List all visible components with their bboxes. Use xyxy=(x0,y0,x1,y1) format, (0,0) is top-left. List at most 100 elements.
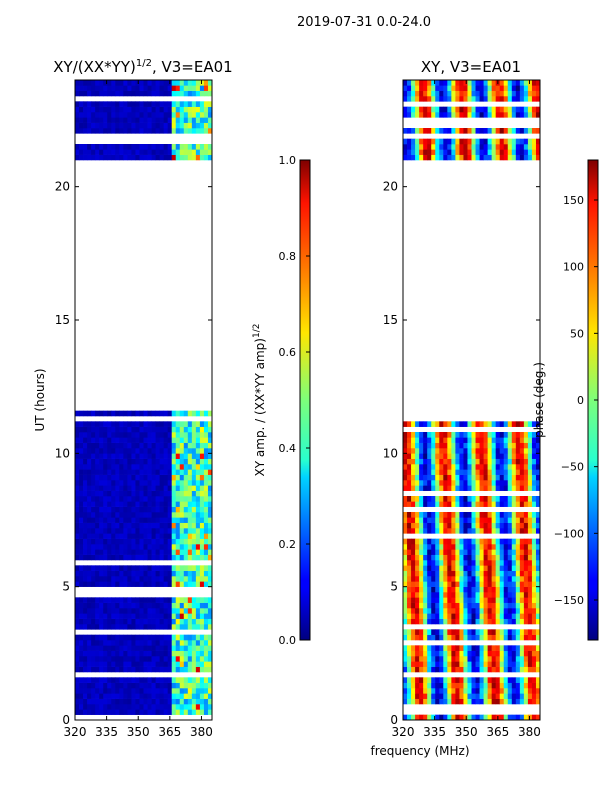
heatmap-cell xyxy=(79,501,84,507)
heatmap-cell xyxy=(91,608,96,614)
heatmap-cell xyxy=(499,597,505,603)
heatmap-cell xyxy=(159,581,165,587)
heatmap-cell xyxy=(123,85,128,91)
heatmap-cell xyxy=(127,602,132,609)
colorbar-tick-label: 0.0 xyxy=(279,634,297,647)
heatmap-cell xyxy=(167,144,173,150)
heatmap-cell xyxy=(143,650,148,657)
heatmap-cell xyxy=(75,698,80,705)
heatmap-cell xyxy=(515,608,521,614)
heatmap-cell xyxy=(507,549,513,555)
heatmap-cell xyxy=(459,80,464,86)
heatmap-cell xyxy=(127,709,132,715)
y-tick-label: 10 xyxy=(55,446,70,460)
heatmap-cell xyxy=(147,704,152,710)
heatmap-cell xyxy=(435,698,440,705)
heatmap-cell xyxy=(151,469,156,475)
heatmap-cell xyxy=(527,448,533,454)
heatmap-cell xyxy=(487,586,493,593)
heatmap-cell xyxy=(155,581,161,587)
heatmap-cell xyxy=(443,421,448,427)
heatmap-cell xyxy=(103,106,108,113)
heatmap-cell xyxy=(527,656,533,662)
heatmap-cell xyxy=(103,442,108,449)
heatmap-cell xyxy=(175,437,181,443)
heatmap-cell xyxy=(115,426,120,433)
heatmap-cell xyxy=(527,464,533,470)
heatmap-cell xyxy=(535,85,541,91)
heatmap-cell xyxy=(523,576,529,582)
heatmap-cell xyxy=(439,496,444,502)
heatmap-cell xyxy=(511,464,517,470)
heatmap-cell xyxy=(503,586,509,593)
heatmap-cell xyxy=(87,80,92,86)
heatmap-cell xyxy=(415,592,420,598)
heatmap-cell xyxy=(419,442,424,449)
heatmap-cell xyxy=(443,650,448,657)
heatmap-cell xyxy=(155,624,161,630)
heatmap-cell xyxy=(499,656,505,662)
heatmap-cell xyxy=(411,90,416,97)
heatmap-cell xyxy=(127,581,132,587)
heatmap-cell xyxy=(95,85,100,91)
heatmap-cell xyxy=(535,154,541,161)
heatmap-cell xyxy=(439,144,444,150)
heatmap-cell xyxy=(475,522,480,529)
heatmap-cell xyxy=(503,480,509,486)
heatmap-cell xyxy=(91,501,96,507)
heatmap-cell xyxy=(203,544,209,550)
heatmap-cell xyxy=(423,453,428,459)
heatmap-cell xyxy=(159,602,165,609)
heatmap-cell xyxy=(159,650,165,657)
heatmap-cell xyxy=(131,709,136,715)
heatmap-cell xyxy=(103,512,108,518)
heatmap-cell xyxy=(443,560,448,566)
heatmap-cell xyxy=(139,517,144,523)
heatmap-cell xyxy=(531,96,537,102)
heatmap-cell xyxy=(99,506,104,513)
heatmap-cell xyxy=(179,597,185,603)
heatmap-cell xyxy=(155,421,161,427)
heatmap-cell xyxy=(459,693,464,699)
heatmap-cell xyxy=(527,666,533,673)
heatmap-cell xyxy=(491,570,497,577)
heatmap-cell xyxy=(119,501,124,507)
heatmap-cell xyxy=(531,464,537,470)
heatmap-cell xyxy=(147,410,152,417)
heatmap-cell xyxy=(195,453,201,459)
heatmap-cell xyxy=(135,693,140,699)
heatmap-cell xyxy=(87,698,92,705)
heatmap-cell xyxy=(507,469,513,475)
heatmap-cell xyxy=(435,448,440,454)
heatmap-cell xyxy=(79,144,84,150)
heatmap-cell xyxy=(191,688,197,694)
heatmap-cell xyxy=(487,496,493,502)
heatmap-cell xyxy=(151,544,156,550)
heatmap-cell xyxy=(407,85,412,91)
heatmap-cell xyxy=(479,714,484,721)
heatmap-cell xyxy=(435,544,440,550)
heatmap-cell xyxy=(75,597,80,603)
heatmap-cell xyxy=(411,442,416,449)
heatmap-cell xyxy=(95,90,100,97)
heatmap-cell xyxy=(187,645,193,651)
heatmap-cell xyxy=(143,624,148,630)
colorbar-tick-label: 50 xyxy=(570,327,584,340)
heatmap-cell xyxy=(91,437,96,443)
heatmap-cell xyxy=(515,618,521,625)
heatmap-cell xyxy=(103,613,108,619)
heatmap-cell xyxy=(435,96,440,102)
heatmap-cell xyxy=(431,469,436,475)
colorbar-tick-label: 1.0 xyxy=(279,154,297,167)
heatmap-cell xyxy=(87,565,92,571)
heatmap-cell xyxy=(491,586,497,593)
heatmap-cell xyxy=(111,528,116,534)
heatmap-cell xyxy=(499,453,505,459)
heatmap-cell xyxy=(203,90,209,97)
heatmap-cell xyxy=(187,101,193,107)
heatmap-cell xyxy=(447,549,452,555)
heatmap-cell xyxy=(527,565,533,571)
heatmap-cell xyxy=(195,474,201,481)
heatmap-cell xyxy=(439,448,444,454)
heatmap-cell xyxy=(191,602,197,609)
